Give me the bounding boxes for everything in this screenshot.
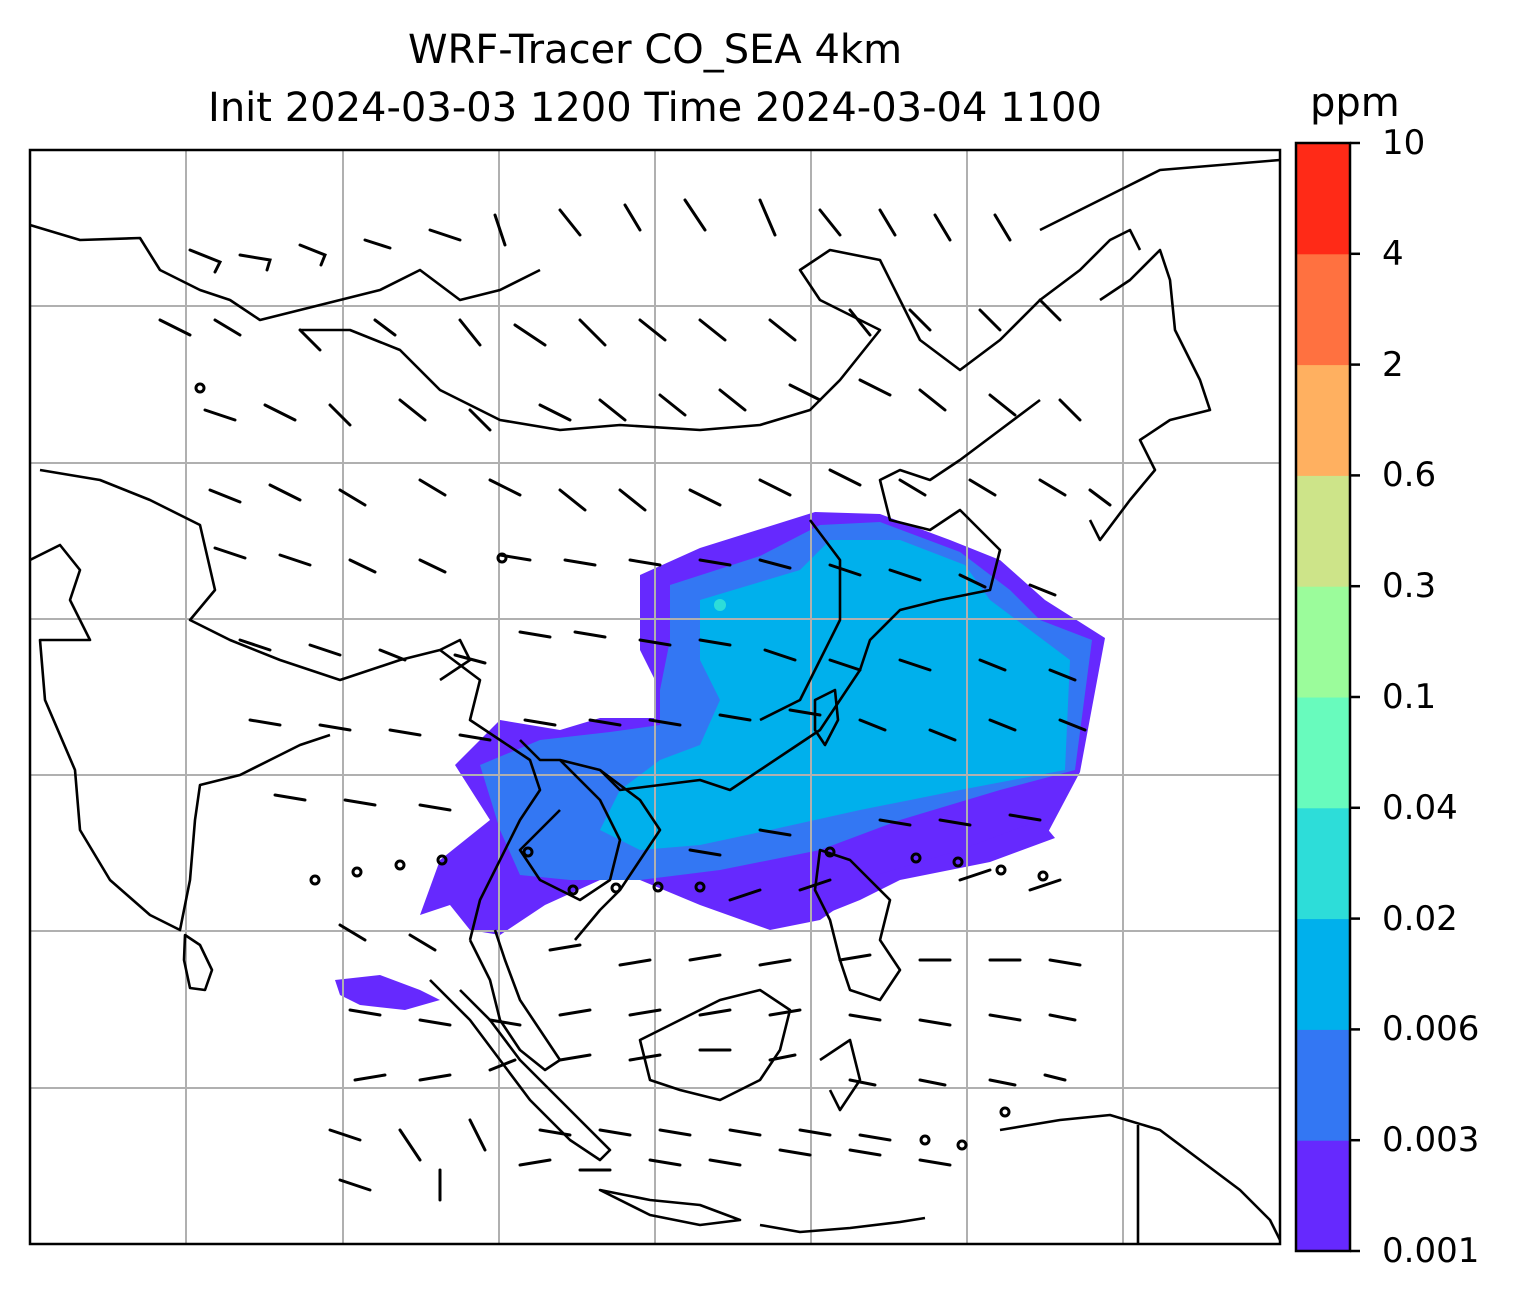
china-interior-border (759, 519, 842, 722)
northeast-coast (1039, 158, 1280, 232)
colorbar-tick-label: 0.02 (1382, 898, 1458, 939)
coastlines (30, 158, 1280, 1244)
china-coast (519, 398, 1041, 792)
colorbar-segment (1296, 253, 1350, 366)
sri-lanka (182, 933, 214, 992)
philippines (813, 848, 902, 1002)
colorbar-tick-label: 0.006 (1382, 1009, 1480, 1050)
colorbar-segment (1296, 364, 1350, 476)
colorbar-tick-label: 4 (1382, 233, 1404, 274)
map-frame (28, 148, 1282, 1246)
colorbar-tick-label: 0.3 (1382, 566, 1437, 607)
calm-markers (194, 382, 1049, 1151)
sulawesi (819, 1038, 862, 1112)
wind-barbs (158, 198, 1112, 1202)
colorbar-tick-label: 2 (1382, 344, 1404, 385)
malay-peninsula (468, 929, 562, 1072)
colorbar-segment (1296, 1029, 1350, 1141)
colorbar-segment (1296, 697, 1350, 809)
colorbar-tick-label: 0.003 (1382, 1120, 1480, 1161)
map-title: WRF-Tracer CO_SEA 4km (407, 27, 903, 73)
colorbar-segment (1296, 475, 1350, 587)
colorbar-tick-label: 0.6 (1382, 455, 1437, 496)
myanmar-border (439, 648, 542, 941)
central-asia-border (30, 223, 541, 322)
map-subtitle: Init 2024-03-03 1200 Time 2024-03-04 110… (208, 85, 1102, 131)
plume-south-arm (810, 820, 1055, 920)
taiwan (813, 688, 840, 747)
colorbar-segment (1296, 1140, 1350, 1252)
sumatra (429, 979, 612, 1162)
colorbar-unit: ppm (1310, 80, 1400, 126)
plume-sumatra-patch (335, 975, 440, 1010)
lesser-sunda (759, 1216, 926, 1234)
graticule (30, 150, 1280, 1244)
colorbar-segment (1296, 143, 1350, 255)
colorbar-tick-label: 0.001 (1382, 1231, 1480, 1271)
mongolia-border (300, 228, 1142, 432)
borneo (638, 988, 792, 1102)
indochina-coast (518, 759, 622, 902)
new-guinea (999, 1113, 1280, 1241)
vietnam-coast (574, 768, 662, 941)
korea-japan (1088, 248, 1212, 542)
colorbar-tick-label: 0.04 (1382, 787, 1458, 828)
java (598, 1188, 742, 1227)
colorbar (1294, 141, 1360, 1253)
india-coast (30, 543, 331, 932)
himalaya-border (39, 468, 472, 682)
colorbar-segment (1296, 586, 1350, 698)
colorbar-segment (1296, 918, 1350, 1030)
colorbar-tick-label: 10 (1382, 123, 1426, 163)
colorbar-tick-label: 0.1 (1382, 677, 1437, 717)
colorbar-segment (1296, 807, 1350, 920)
